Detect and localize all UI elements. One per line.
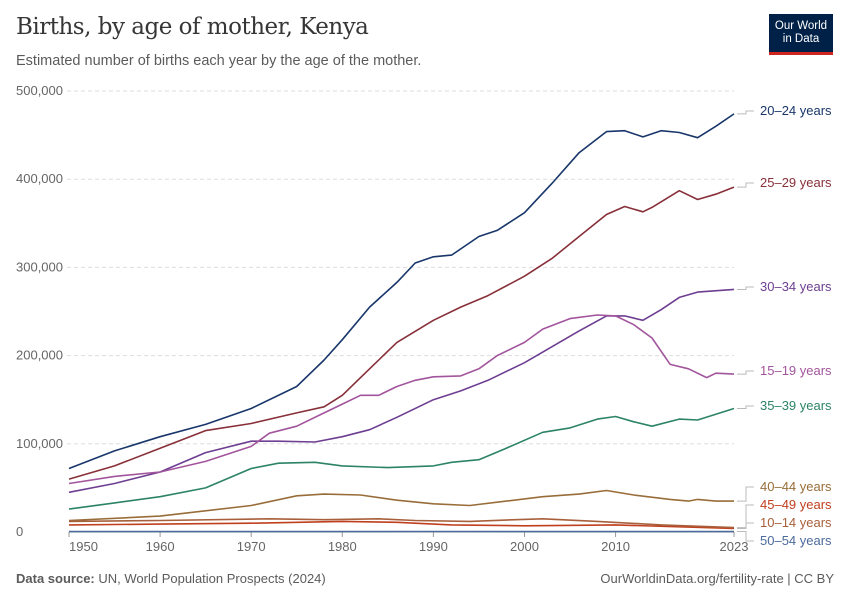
x-tick-label: 2000 bbox=[510, 539, 539, 554]
label-connector bbox=[737, 531, 754, 542]
series-label: 45–49 years bbox=[760, 497, 832, 512]
series-line-4044 bbox=[68, 489, 734, 522]
series-line-3539 bbox=[68, 407, 735, 510]
series-line-2024 bbox=[68, 113, 735, 470]
series-label: 40–44 years bbox=[760, 479, 832, 494]
y-tick-label: 200,000 bbox=[16, 348, 63, 363]
series-label: 35–39 years bbox=[760, 398, 832, 413]
y-tick-label: 400,000 bbox=[16, 171, 63, 186]
x-tick-label: 1990 bbox=[419, 539, 448, 554]
source-link[interactable]: OurWorldinData.org/fertility-rate | CC B… bbox=[600, 571, 834, 586]
series-line-1519 bbox=[68, 314, 735, 485]
label-connector bbox=[737, 405, 754, 410]
x-tick-label: 2010 bbox=[601, 539, 630, 554]
series-label: 30–34 years bbox=[760, 279, 832, 294]
chart-subtitle: Estimated number of births each year by … bbox=[16, 53, 422, 69]
series-label: 15–19 years bbox=[760, 363, 832, 378]
y-tick-label: 500,000 bbox=[16, 83, 63, 98]
label-connector bbox=[737, 182, 754, 188]
data-source: Data source: UN, World Population Prospe… bbox=[16, 571, 326, 586]
label-connector bbox=[737, 486, 754, 502]
label-connector bbox=[737, 110, 754, 115]
series-label: 20–24 years bbox=[760, 103, 832, 118]
owid-logo[interactable]: Our World in Data bbox=[769, 14, 833, 55]
y-tick-label: 300,000 bbox=[16, 259, 63, 274]
series-line-1014 bbox=[68, 518, 735, 529]
x-tick-label: 2023 bbox=[720, 539, 749, 554]
x-tick-label: 1950 bbox=[69, 539, 98, 554]
series-label: 50–54 years bbox=[760, 533, 832, 548]
series-line-3034 bbox=[68, 288, 735, 494]
y-tick-label: 100,000 bbox=[16, 436, 63, 451]
series-label: 10–14 years bbox=[760, 515, 832, 530]
series-label: 25–29 years bbox=[760, 175, 832, 190]
source-text: UN, World Population Prospects (2024) bbox=[98, 571, 326, 586]
series-line-4549 bbox=[68, 520, 735, 530]
label-connector bbox=[737, 370, 754, 375]
x-tick-label: 1960 bbox=[146, 539, 175, 554]
x-tick-label: 1970 bbox=[237, 539, 266, 554]
chart-title: Births, by age of mother, Kenya bbox=[16, 14, 369, 40]
x-tick-label: 1980 bbox=[328, 539, 357, 554]
logo-text: Our World in Data bbox=[774, 20, 828, 45]
source-label: Data source: bbox=[16, 571, 95, 586]
series-line-2529 bbox=[68, 186, 735, 480]
label-connector bbox=[737, 286, 754, 290]
label-connector bbox=[737, 504, 754, 529]
label-connector bbox=[737, 522, 754, 529]
y-tick-label: 0 bbox=[16, 524, 23, 539]
